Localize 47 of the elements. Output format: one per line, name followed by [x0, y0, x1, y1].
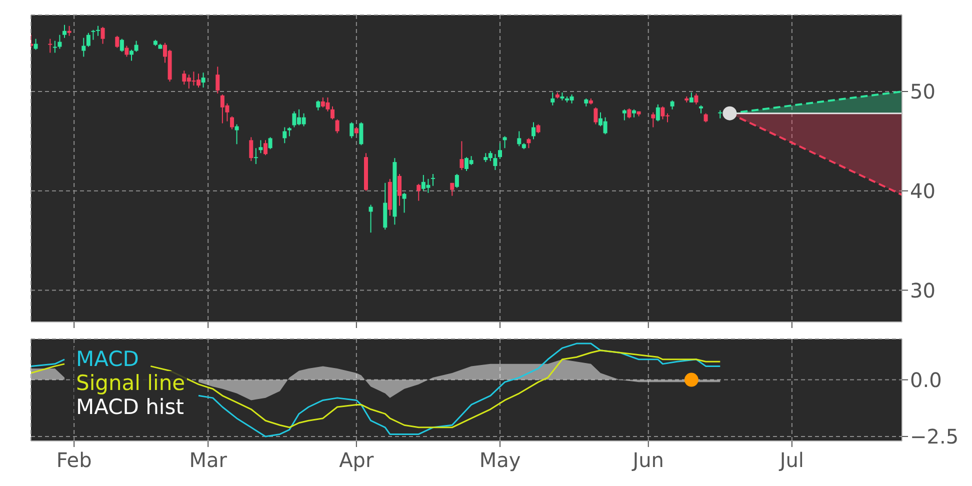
- candlestick: [120, 38, 124, 52]
- y-tick-label: 50: [910, 80, 936, 104]
- candlestick: [450, 182, 454, 196]
- candlestick: [498, 142, 502, 160]
- series-label: MACD: [74, 347, 141, 371]
- x-tick-label: May: [479, 448, 521, 472]
- candlestick: [34, 38, 38, 50]
- candlestick: [201, 72, 206, 88]
- candlestick: [594, 106, 598, 125]
- candlestick: [460, 140, 464, 170]
- series-label: MACD hist: [74, 395, 186, 419]
- candlestick: [86, 32, 90, 48]
- candlestick: [91, 29, 96, 40]
- candlestick: [651, 112, 656, 128]
- candlestick: [517, 130, 522, 147]
- candlestick: [58, 34, 62, 50]
- candlestick: [656, 104, 660, 122]
- y-tick-label: 30: [910, 278, 936, 302]
- x-tick-label: Jun: [630, 448, 664, 472]
- candlestick: [622, 108, 626, 121]
- candlestick: [48, 38, 52, 54]
- candlestick: [689, 92, 694, 103]
- y-tick-label: 40: [910, 178, 936, 203]
- candlestick: [62, 24, 66, 38]
- candlestick: [550, 92, 555, 106]
- candlestick: [115, 35, 120, 48]
- candlestick: [454, 173, 459, 188]
- candlestick: [493, 154, 498, 170]
- y-tick-label: −2.5: [910, 424, 959, 449]
- x-tick-label: Mar: [189, 448, 228, 472]
- series-label: Signal line: [74, 371, 188, 395]
- candlestick: [532, 122, 536, 140]
- candlestick: [627, 108, 632, 119]
- candlestick: [134, 40, 138, 52]
- x-tick-label: Jul: [778, 448, 804, 472]
- candlestick: [526, 138, 531, 149]
- candlestick: [67, 25, 72, 36]
- candlestick: [52, 40, 57, 54]
- candlestick: [96, 25, 100, 36]
- x-tick-label: Apr: [339, 448, 374, 472]
- candlestick: [124, 45, 129, 58]
- candlestick: [502, 136, 507, 149]
- candlestick: [100, 26, 105, 44]
- x-tick-label: Feb: [56, 448, 92, 472]
- candlestick: [694, 92, 698, 105]
- y-tick-label: 0.0: [910, 368, 942, 392]
- candlestick: [82, 37, 86, 58]
